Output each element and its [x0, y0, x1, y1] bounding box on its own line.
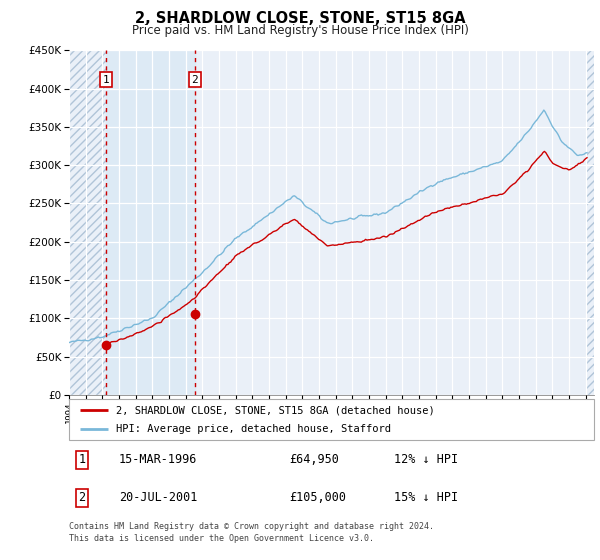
Bar [69, 50, 106, 395]
Text: 15% ↓ HPI: 15% ↓ HPI [395, 491, 458, 504]
Text: 1: 1 [79, 453, 86, 466]
Text: £64,950: £64,950 [290, 453, 340, 466]
Text: This data is licensed under the Open Government Licence v3.0.: This data is licensed under the Open Gov… [69, 534, 374, 543]
Text: 2, SHARDLOW CLOSE, STONE, ST15 8GA (detached house): 2, SHARDLOW CLOSE, STONE, ST15 8GA (deta… [116, 405, 435, 415]
Text: 15-MAR-1996: 15-MAR-1996 [119, 453, 197, 466]
Text: 20-JUL-2001: 20-JUL-2001 [119, 491, 197, 504]
Text: 2: 2 [191, 74, 198, 85]
Text: 12% ↓ HPI: 12% ↓ HPI [395, 453, 458, 466]
Text: Contains HM Land Registry data © Crown copyright and database right 2024.: Contains HM Land Registry data © Crown c… [69, 522, 434, 531]
FancyBboxPatch shape [69, 399, 594, 440]
Text: 1: 1 [103, 74, 109, 85]
Bar [106, 50, 195, 395]
Text: 2: 2 [79, 491, 86, 504]
Text: £105,000: £105,000 [290, 491, 347, 504]
Text: 2, SHARDLOW CLOSE, STONE, ST15 8GA: 2, SHARDLOW CLOSE, STONE, ST15 8GA [134, 11, 466, 26]
Text: HPI: Average price, detached house, Stafford: HPI: Average price, detached house, Staf… [116, 424, 391, 433]
Text: Price paid vs. HM Land Registry's House Price Index (HPI): Price paid vs. HM Land Registry's House … [131, 24, 469, 36]
Bar [587, 50, 594, 395]
